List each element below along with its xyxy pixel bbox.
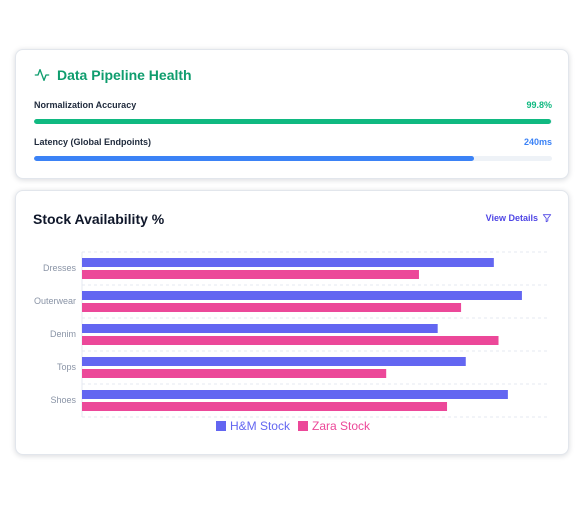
progress-fill	[34, 119, 551, 124]
activity-icon	[34, 69, 50, 81]
metric-label: Latency (Global Endpoints)	[34, 137, 152, 147]
bar-hm-shoes[interactable]	[82, 390, 508, 399]
bar-hm-outerwear[interactable]	[82, 291, 522, 300]
category-tick-label: Denim	[50, 329, 76, 339]
metric-value: 240ms	[523, 137, 552, 147]
progress-track	[34, 156, 552, 161]
metric-value: 99.8%	[526, 100, 552, 110]
legend-item-hm[interactable]: H&M Stock	[215, 419, 290, 433]
metric-normalization-accuracy: Normalization Accuracy 99.8%	[34, 98, 552, 124]
bar-zara-dresses[interactable]	[82, 270, 419, 279]
chart-legend: H&M Stock Zara Stock	[16, 419, 570, 433]
pipeline-header: Data Pipeline Health	[34, 67, 192, 83]
category-tick-label: Outerwear	[34, 296, 76, 306]
category-tick-label: Tops	[57, 362, 77, 372]
view-details-button[interactable]: View Details	[486, 213, 552, 223]
bar-zara-outerwear[interactable]	[82, 303, 462, 312]
view-details-label: View Details	[485, 213, 538, 223]
legend-label: H&M Stock	[229, 419, 290, 433]
metric-latency: Latency (Global Endpoints) 240ms	[34, 135, 552, 161]
bar-hm-tops[interactable]	[82, 357, 466, 366]
progress-track	[34, 119, 552, 124]
bar-zara-denim[interactable]	[82, 336, 499, 345]
bar-hm-dresses[interactable]	[82, 258, 494, 267]
category-tick-label: Shoes	[50, 395, 76, 405]
stock-bar-chart: Dresses Outerwear Denim Tops Shoes	[34, 251, 550, 418]
legend-swatch	[215, 421, 226, 431]
metric-label: Normalization Accuracy	[34, 100, 137, 110]
legend-label: Zara Stock	[311, 419, 371, 433]
legend-item-zara[interactable]: Zara Stock	[297, 419, 371, 433]
category-tick-label: Dresses	[43, 263, 77, 273]
bar-hm-denim[interactable]	[82, 324, 438, 333]
stock-availability-card: Dresses Outerwear Denim Tops Shoes Stock Ava…	[15, 190, 569, 455]
legend-swatch	[297, 421, 308, 431]
pipeline-title: Data Pipeline Health	[57, 67, 192, 83]
progress-fill	[34, 156, 475, 161]
bar-zara-shoes[interactable]	[82, 402, 448, 411]
pipeline-health-card: Data Pipeline Health Normalization Accur…	[15, 49, 569, 179]
stock-title: Stock Availability %	[33, 211, 165, 227]
filter-icon	[542, 214, 552, 223]
bar-zara-tops[interactable]	[82, 369, 387, 378]
